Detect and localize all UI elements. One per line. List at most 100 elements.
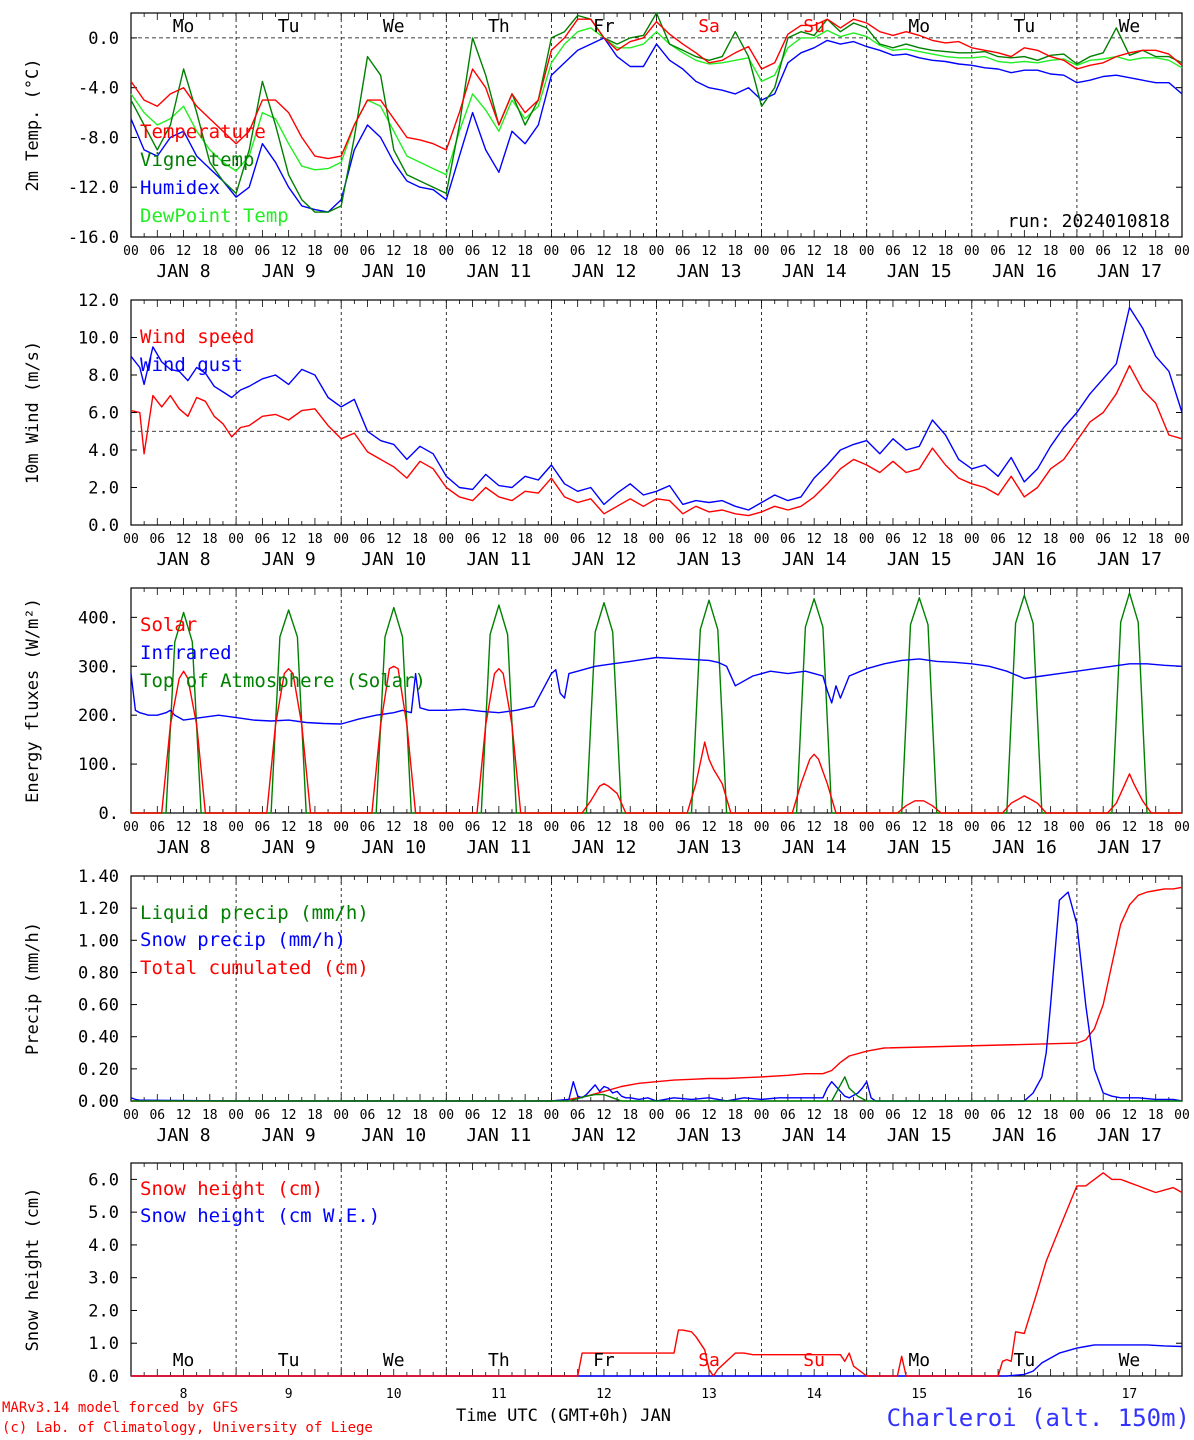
hour-tick-label: 06 [780, 820, 796, 835]
hour-tick-label: 18 [1043, 1108, 1059, 1123]
hour-tick-label: 06 [465, 1108, 481, 1123]
hour-tick-label: 18 [1043, 244, 1059, 259]
hour-tick-label: 06 [990, 244, 1006, 259]
hour-tick-label: 06 [1095, 1108, 1111, 1123]
series-line-vigne-temp [130, 12, 1183, 213]
hour-tick-label: 06 [990, 1108, 1006, 1123]
weekday-label: Mo [908, 1350, 930, 1371]
weekday-label: Tu [1014, 16, 1036, 37]
series-line-wind-gust [130, 306, 1183, 511]
hour-tick-label: 00 [333, 820, 349, 835]
hour-tick-label: 18 [517, 244, 533, 259]
date-label: JAN 16 [992, 1125, 1057, 1146]
panel-1: -16.0 -12.0 -8.0 -4.0 0.0 2m Temp. (°C) Temper… [23, 12, 1190, 282]
hour-tick-label: 00 [649, 244, 665, 259]
y-tick-label: 0.0 [88, 516, 119, 536]
hour-tick-label: 12 [281, 1108, 297, 1123]
hour-tick-label: 18 [727, 532, 743, 547]
y-tick-label: 300. [78, 657, 119, 677]
y-tick-label: 0.80 [78, 963, 119, 983]
hour-tick-label: 18 [1148, 244, 1164, 259]
hour-tick-label: 12 [386, 532, 402, 547]
y-tick-label: 1.20 [78, 899, 119, 919]
hour-tick-label: 18 [412, 1108, 428, 1123]
hour-tick-label: 18 [412, 820, 428, 835]
y-tick-label: 5.0 [88, 1203, 119, 1223]
hour-tick-label: 06 [465, 820, 481, 835]
hour-tick-label: 12 [1122, 244, 1138, 259]
weekday-label: Th [488, 16, 510, 37]
weekday-label: We [383, 16, 405, 37]
hour-tick-label: 06 [1095, 820, 1111, 835]
hour-tick-label: 06 [570, 532, 586, 547]
footer-lab-credit: (c) Lab. of Climatology, University of L… [2, 1420, 373, 1436]
hour-tick-label: 18 [307, 532, 323, 547]
hour-tick-label: 18 [727, 244, 743, 259]
hour-tick-label: 12 [596, 1108, 612, 1123]
hour-tick-label: 12 [491, 1108, 507, 1123]
date-label: JAN 8 [156, 837, 210, 858]
hour-tick-label: 00 [123, 820, 139, 835]
hour-tick-label: 18 [412, 532, 428, 547]
hour-tick-label: 12 [1017, 532, 1033, 547]
hour-tick-label: 12 [386, 244, 402, 259]
hour-tick-label: 00 [438, 532, 454, 547]
legend-entry: Temperature [140, 121, 266, 143]
y-tick-label: 0.00 [78, 1092, 119, 1112]
series-line-total-cumulated-cm- [131, 886, 1183, 1102]
hour-tick-label: 06 [465, 244, 481, 259]
series-line-temperature [130, 18, 1183, 160]
hour-tick-label: 00 [859, 244, 875, 259]
hour-tick-label: 12 [281, 820, 297, 835]
y-axis-label: Precip (mm/h) [23, 922, 43, 1055]
hour-tick-label: 00 [964, 820, 980, 835]
plot-frame [130, 12, 1183, 238]
hour-tick-label: 18 [517, 1108, 533, 1123]
date-label: JAN 14 [782, 261, 847, 282]
day-number-label: 15 [911, 1387, 927, 1402]
date-label: JAN 15 [887, 837, 952, 858]
y-tick-label: 12.0 [78, 291, 119, 311]
hour-tick-label: 12 [176, 820, 192, 835]
hour-tick-label: 12 [806, 244, 822, 259]
weekday-label: Mo [173, 1350, 195, 1371]
hour-tick-label: 18 [1148, 820, 1164, 835]
weekday-label: Tu [278, 1350, 300, 1371]
hour-tick-label: 06 [885, 1108, 901, 1123]
y-axis-label: 10m Wind (m/s) [23, 341, 43, 484]
day-number-label: 9 [285, 1387, 293, 1402]
hour-tick-label: 00 [1069, 1108, 1085, 1123]
footer-model-credit: MARv3.14 model forced by GFS [2, 1400, 238, 1416]
hour-tick-label: 06 [255, 244, 271, 259]
hour-tick-label: 18 [833, 532, 849, 547]
weekday-label: Su [803, 16, 825, 37]
hour-tick-label: 00 [754, 820, 770, 835]
legend-entry: Infrared [140, 642, 232, 664]
y-tick-label: 4.0 [88, 1236, 119, 1256]
y-axis-label: Energy fluxes (W/m²) [23, 598, 43, 803]
y-tick-label: 6.0 [88, 1170, 119, 1190]
series-line-infrared [130, 656, 1183, 725]
y-tick-label: 0.0 [88, 1367, 119, 1387]
hour-tick-label: 18 [727, 1108, 743, 1123]
date-label: JAN 17 [1097, 549, 1162, 570]
date-label: JAN 13 [677, 261, 742, 282]
date-label: JAN 11 [466, 549, 531, 570]
y-tick-label: 200. [78, 706, 119, 726]
date-label: JAN 10 [361, 837, 426, 858]
hour-tick-label: 00 [438, 1108, 454, 1123]
hour-tick-label: 00 [964, 532, 980, 547]
date-label: JAN 11 [466, 1125, 531, 1146]
date-label: JAN 14 [782, 837, 847, 858]
date-label: JAN 9 [262, 1125, 316, 1146]
date-label: JAN 15 [887, 1125, 952, 1146]
hour-tick-label: 00 [859, 532, 875, 547]
hour-tick-label: 06 [1095, 532, 1111, 547]
hour-tick-label: 06 [360, 820, 376, 835]
hour-tick-label: 12 [596, 820, 612, 835]
date-label: JAN 9 [262, 261, 316, 282]
hour-tick-label: 06 [465, 532, 481, 547]
hour-tick-label: 06 [885, 820, 901, 835]
series-line-humidex [130, 37, 1183, 213]
